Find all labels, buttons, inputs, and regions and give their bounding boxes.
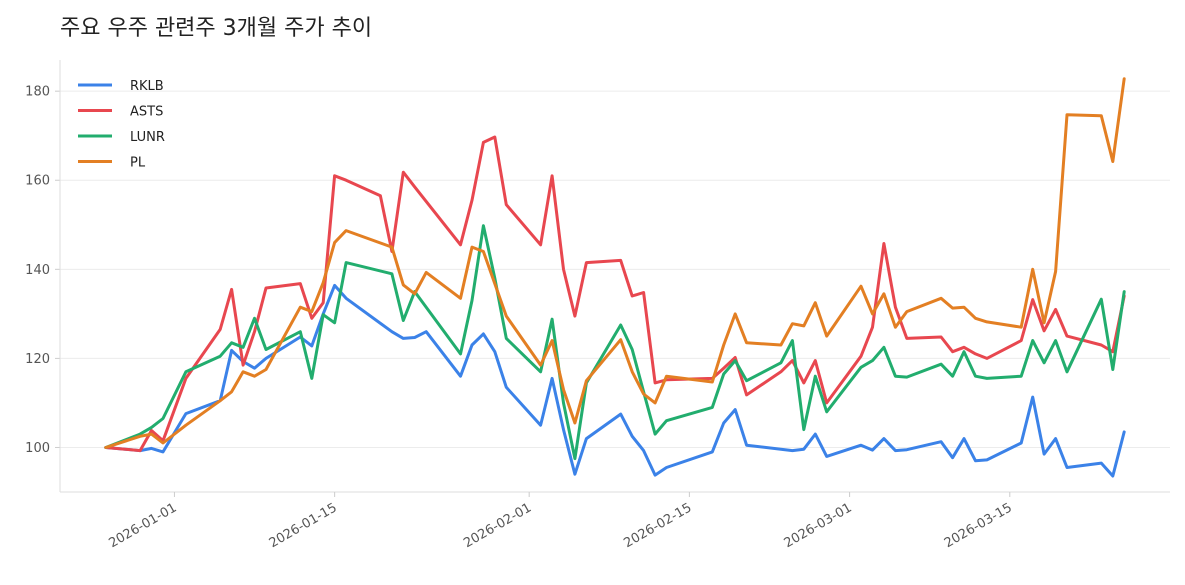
series-line-rklb [104,283,1126,478]
x-tick-label: 2026-01-01 [106,500,179,551]
x-tick-label: 2026-02-01 [461,500,534,551]
legend: RKLB ASTS LUNR PL [78,79,165,171]
series-line-lunr [104,224,1126,461]
x-tick-label: 2026-02-15 [621,500,694,551]
y-tick-label: 180 [25,85,50,100]
y-tick-label: 140 [25,263,50,278]
x-tick-label: 2026-03-15 [942,500,1015,551]
series-line-asts [104,135,1126,453]
legend-label-rklb: RKLB [130,79,164,94]
legend-label-pl: PL [130,156,146,171]
y-tick-label: 160 [25,174,50,189]
y-tick-label: 120 [25,352,50,367]
legend-label-lunr: LUNR [130,130,165,145]
chart-title: 주요 우주 관련주 3개월 주가 추이 [60,16,373,41]
series-line-pl [104,77,1126,449]
axes: 100 120 140 160 180 2026-01-01 2026-01-15 2026-… [25,60,1170,551]
series-group [104,77,1126,478]
y-tick-label: 100 [25,441,50,456]
x-tick-label: 2026-03-01 [782,500,855,551]
legend-label-asts: ASTS [130,105,163,120]
x-tick-label: 2026-01-15 [267,500,340,551]
